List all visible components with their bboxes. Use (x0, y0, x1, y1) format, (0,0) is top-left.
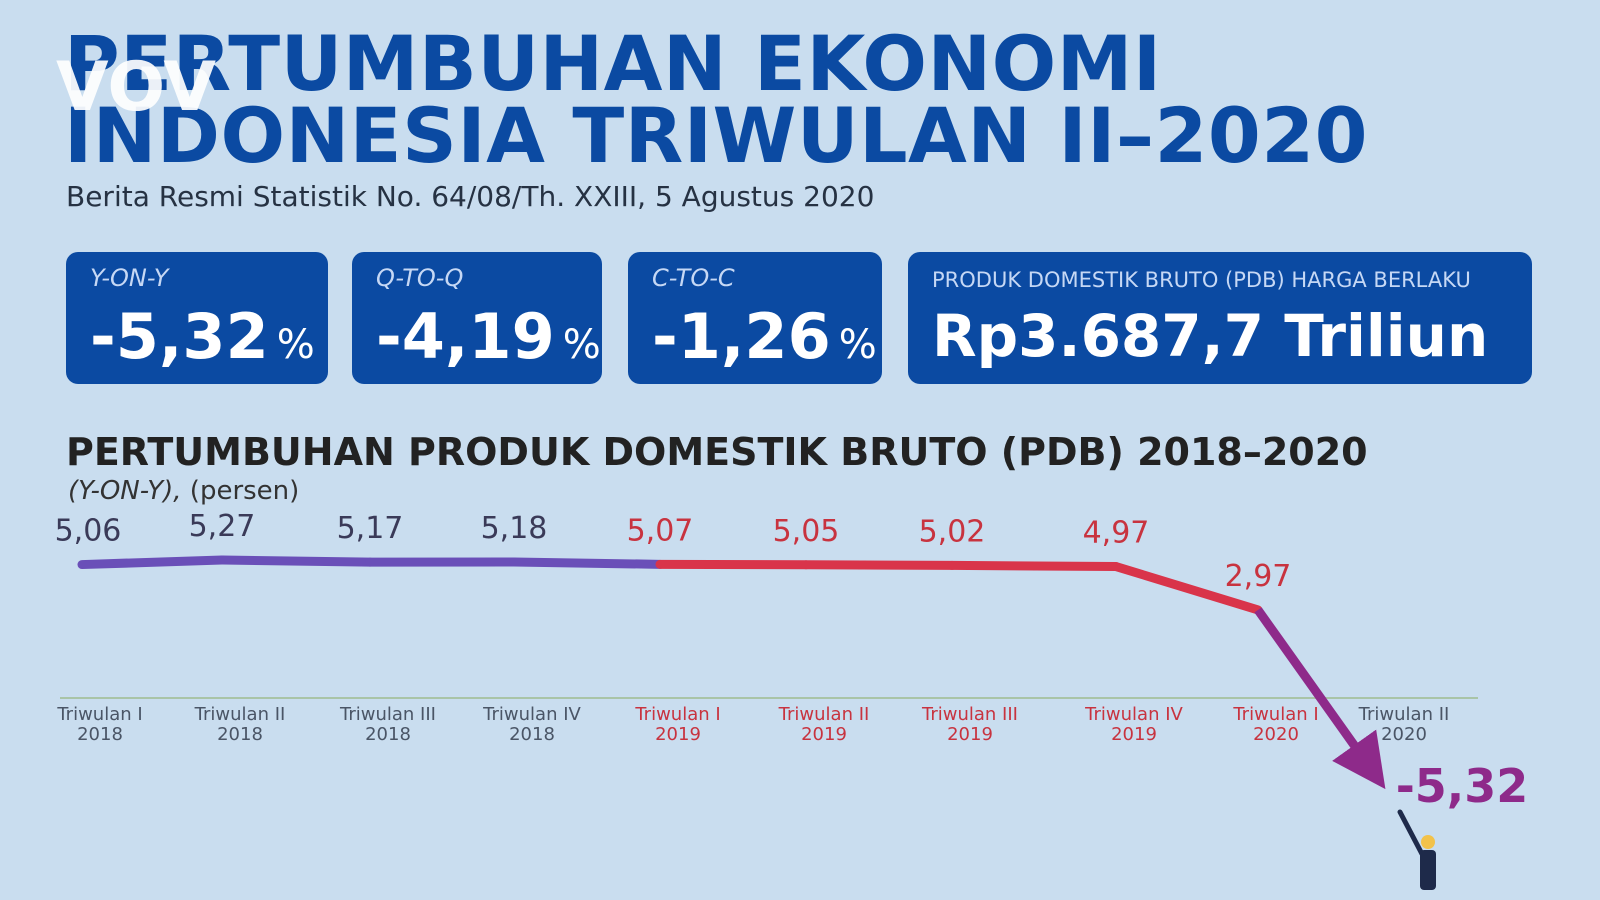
card-yoy-unit: % (276, 322, 315, 368)
tick-label-8-quarter: Triwulan IV (1084, 704, 1183, 725)
line-segment-4 (509, 557, 665, 569)
card-pdb-value: Rp3.687,7 Triliun (932, 302, 1489, 370)
tick-label-8-year: 2019 (1111, 724, 1157, 745)
worker-figure-arm (1397, 809, 1425, 857)
tick-label-2-year: 2018 (217, 724, 263, 745)
line-segment-2 (217, 555, 375, 567)
card-yoy-label: Y-ON-Y (90, 264, 169, 292)
tick-label-7-year: 2019 (947, 724, 993, 745)
card-yoy: Y-ON-Y -5,32% (66, 252, 328, 384)
data-label-5: 5,07 (627, 513, 694, 548)
card-pdb-label: PRODUK DOMESTIK BRUTO (PDB) HARGA BERLAK… (932, 268, 1471, 292)
data-label-6: 5,05 (773, 514, 840, 549)
chart-subtitle: (Y-ON-Y), (persen) (68, 476, 300, 506)
card-qtq-value: -4,19% (376, 300, 601, 373)
tick-label-10-quarter: Triwulan II (1358, 704, 1450, 725)
card-ctc: C-TO-C -1,26% (628, 252, 882, 384)
data-label-1: 5,06 (55, 514, 122, 549)
data-label-9: 2,97 (1225, 559, 1292, 594)
data-label-4: 5,18 (481, 511, 548, 546)
card-yoy-value: -5,32% (90, 300, 315, 373)
tick-label-4-quarter: Triwulan IV (482, 704, 581, 725)
card-pdb: PRODUK DOMESTIK BRUTO (PDB) HARGA BERLAK… (908, 252, 1532, 384)
tick-label-1-year: 2018 (77, 724, 123, 745)
tick-label-3-year: 2018 (365, 724, 411, 745)
tick-label-6-quarter: Triwulan II (778, 704, 870, 725)
vov-logo: VOV (56, 52, 216, 122)
tick-label-9-quarter: Triwulan I (1232, 704, 1318, 725)
line-segment-8 (1111, 562, 1263, 615)
worker-figure-body (1420, 850, 1436, 890)
chart-title: PERTUMBUHAN PRODUK DOMESTIK BRUTO (PDB) … (66, 430, 1368, 474)
subtitle: Berita Resmi Statistik No. 64/08/Th. XXI… (66, 180, 875, 213)
card-ctc-unit: % (838, 322, 877, 368)
tick-label-7-quarter: Triwulan III (921, 704, 1018, 725)
tick-label-5-year: 2019 (655, 724, 701, 745)
title-line-2: INDONESIA TRIWULAN II–2020 (64, 91, 1368, 180)
line-segment-6 (801, 560, 957, 570)
line-segment-7 (947, 560, 1121, 572)
card-qtq: Q-TO-Q -4,19% (352, 252, 602, 384)
page-title: PERTUMBUHAN EKONOMI INDONESIA TRIWULAN I… (64, 19, 1368, 180)
line-segment-9 (1254, 607, 1386, 790)
card-ctc-value: -1,26% (652, 300, 877, 373)
tick-label-5-quarter: Triwulan I (634, 704, 720, 725)
tick-label-1-quarter: Triwulan I (56, 704, 142, 725)
line-segment-1 (77, 555, 227, 570)
data-label-8: 4,97 (1083, 516, 1150, 551)
tick-label-10-year: 2020 (1381, 724, 1427, 745)
tick-label-2-quarter: Triwulan II (194, 704, 286, 725)
data-label-10: -5,32 (1396, 759, 1529, 813)
card-qtq-unit: % (562, 322, 601, 368)
tick-label-9-year: 2020 (1253, 724, 1299, 745)
logo-text: VOV (56, 52, 216, 122)
data-label-2: 5,27 (189, 509, 256, 544)
tick-label-3-quarter: Triwulan III (339, 704, 436, 725)
card-ctc-label: C-TO-C (652, 264, 735, 292)
data-label-7: 5,02 (919, 514, 986, 549)
data-label-3: 5,17 (337, 511, 404, 546)
tick-label-4-year: 2018 (509, 724, 555, 745)
worker-figure-head (1421, 835, 1435, 849)
card-qtq-label: Q-TO-Q (376, 264, 464, 292)
tick-label-6-year: 2019 (801, 724, 847, 745)
title-line-1: PERTUMBUHAN EKONOMI (64, 19, 1162, 108)
